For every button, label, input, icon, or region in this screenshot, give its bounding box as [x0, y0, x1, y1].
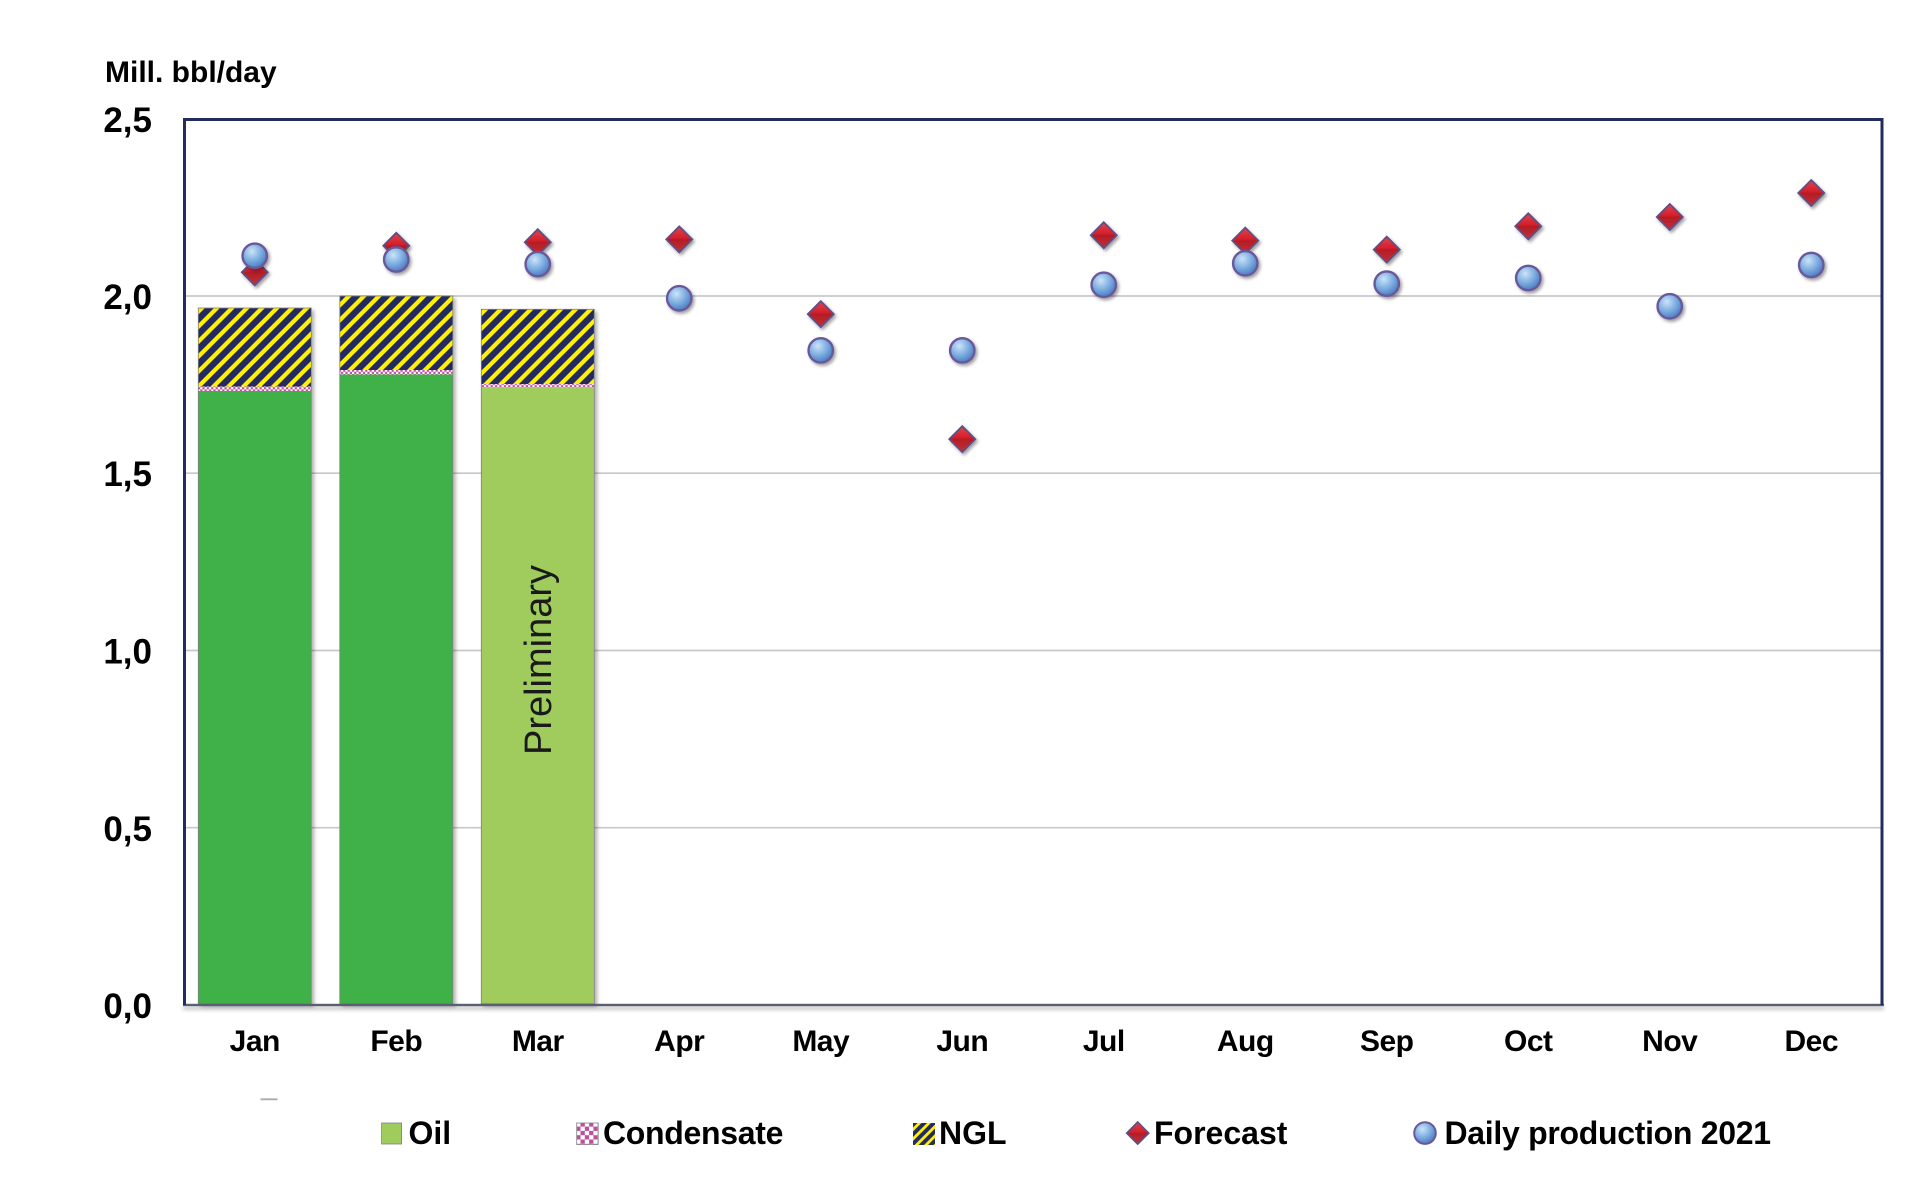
svg-text:Apr: Apr: [654, 1025, 705, 1058]
svg-text:Jun: Jun: [936, 1025, 988, 1058]
svg-text:Oil: Oil: [409, 1115, 452, 1151]
svg-text:Condensate: Condensate: [603, 1115, 783, 1151]
svg-text:Jan: Jan: [230, 1025, 280, 1058]
svg-text:1,0: 1,0: [103, 633, 152, 672]
svg-text:2,0: 2,0: [103, 278, 152, 317]
svg-text:Preliminary: Preliminary: [518, 565, 560, 755]
svg-text:2,5: 2,5: [103, 101, 152, 140]
svg-text:0,5: 0,5: [103, 810, 152, 849]
svg-text:Nov: Nov: [1642, 1025, 1698, 1058]
svg-text:Jul: Jul: [1083, 1025, 1125, 1058]
svg-text:Aug: Aug: [1217, 1025, 1274, 1058]
svg-text:Mill. bbl/day: Mill. bbl/day: [105, 56, 277, 89]
svg-text:Mar: Mar: [512, 1025, 565, 1058]
svg-text:Daily production 2021: Daily production 2021: [1445, 1115, 1771, 1151]
svg-text:1,5: 1,5: [103, 455, 152, 494]
svg-text:Oct: Oct: [1504, 1025, 1553, 1058]
svg-text:May: May: [792, 1025, 850, 1058]
svg-text:Feb: Feb: [370, 1025, 422, 1058]
svg-text:NGL: NGL: [939, 1115, 1007, 1151]
svg-text:0,0: 0,0: [103, 987, 152, 1026]
svg-text:Sep: Sep: [1360, 1025, 1414, 1058]
svg-text:Dec: Dec: [1784, 1025, 1838, 1058]
svg-text:Forecast: Forecast: [1154, 1115, 1288, 1151]
